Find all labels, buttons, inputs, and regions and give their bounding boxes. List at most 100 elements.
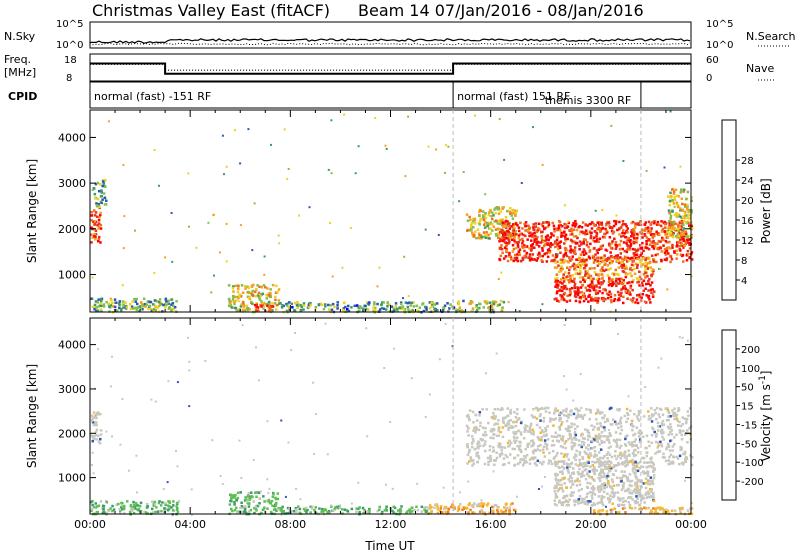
heatmap-cell: [635, 476, 638, 479]
heatmap-cell: [471, 301, 474, 304]
heatmap-cell: [123, 512, 126, 515]
heatmap-cell: [91, 499, 94, 503]
heatmap-cell: [90, 434, 93, 437]
heatmap-cell: [584, 272, 587, 276]
heatmap-cell: [620, 454, 624, 458]
heatmap-cell: [636, 257, 639, 261]
heatmap-cell: [533, 258, 536, 261]
heatmap-cell: [495, 219, 498, 222]
heatmap-cell: [589, 274, 593, 278]
heatmap-cell: [598, 458, 601, 462]
heatmap-cell: [227, 297, 231, 301]
heatmap-cell: [573, 427, 577, 431]
heatmap-cell: [273, 505, 276, 508]
heatmap-cell: [566, 414, 569, 417]
heatmap-cell: [649, 511, 652, 515]
heatmap-cell: [606, 263, 610, 267]
heatmap-cell: [591, 239, 595, 242]
heatmap-cell: [676, 424, 680, 427]
heatmap-cell: [91, 189, 94, 191]
heatmap-cell: [523, 408, 526, 411]
heatmap-cell: [423, 508, 426, 512]
heatmap-cell: [578, 479, 581, 483]
heatmap-cell: [471, 511, 474, 515]
heatmap-cell: [611, 465, 615, 469]
heatmap-cell: [468, 460, 471, 463]
heatmap-cell: [617, 293, 621, 297]
heatmap-cell: [593, 224, 596, 228]
heatmap-cell: [569, 474, 572, 477]
heatmap-cell: [500, 244, 503, 247]
heatmap-cell: [376, 302, 379, 306]
heatmap-cell: [438, 358, 441, 361]
heatmap-cell: [564, 410, 568, 413]
heatmap-cell: [679, 165, 682, 168]
heatmap-cell: [642, 496, 646, 500]
heatmap-cell: [676, 233, 680, 236]
heatmap-cell: [640, 252, 643, 255]
heatmap-cell: [615, 511, 619, 515]
heatmap-cell: [679, 244, 682, 247]
heatmap-cell: [608, 434, 611, 437]
heatmap-cell: [466, 462, 469, 465]
heatmap-cell: [560, 411, 564, 414]
heatmap-cell: [584, 297, 588, 301]
heatmap-cell: [410, 310, 413, 313]
heatmap-cell: [669, 462, 673, 465]
heatmap-cell: [553, 503, 557, 506]
heatmap-cell: [573, 295, 577, 298]
heatmap-cell: [571, 274, 574, 277]
heatmap-cell: [168, 505, 171, 508]
heatmap-cell: [285, 302, 288, 306]
heatmap-cell: [645, 169, 648, 172]
heatmap-cell: [563, 226, 567, 230]
heatmap-cell: [656, 242, 659, 245]
heatmap-cell: [541, 249, 544, 252]
heatmap-cell: [239, 295, 243, 298]
heatmap-cell: [507, 428, 510, 431]
heatmap-cell: [622, 474, 625, 478]
heatmap-cell: [478, 414, 481, 417]
heatmap-cell: [587, 284, 590, 287]
heatmap-cell: [618, 503, 621, 506]
heatmap-cell: [260, 305, 263, 308]
heatmap-cell: [248, 497, 252, 500]
heatmap-cell: [587, 245, 590, 249]
heatmap-cell: [679, 249, 682, 252]
heatmap-cell: [496, 511, 500, 514]
heatmap-cell: [143, 510, 146, 513]
colorbar-tick-label: 28: [741, 156, 754, 167]
heatmap-cell: [624, 275, 628, 279]
heatmap-cell: [690, 463, 694, 467]
heatmap-cell: [660, 424, 664, 427]
heatmap-cell: [650, 227, 653, 230]
heatmap-cell: [568, 293, 572, 297]
heatmap-cell: [647, 229, 650, 232]
heatmap-cell: [544, 476, 546, 478]
heatmap-cell: [597, 485, 600, 488]
heatmap-cell: [629, 460, 632, 464]
heatmap-cell: [581, 276, 585, 279]
heatmap-cell: [505, 506, 509, 510]
heatmap-cell: [607, 284, 611, 287]
heatmap-cell: [474, 230, 477, 233]
heatmap-cell: [475, 427, 478, 430]
heatmap-cell: [190, 513, 193, 516]
heatmap-cell: [555, 291, 559, 295]
heatmap-cell: [678, 431, 682, 434]
heatmap-cell: [555, 472, 558, 476]
heatmap-cell: [511, 426, 514, 429]
heatmap-cell: [517, 226, 521, 229]
heatmap-cell: [503, 246, 507, 249]
heatmap-cell: [588, 288, 591, 292]
heatmap-cell: [555, 283, 558, 286]
xtick-label: 16:00: [475, 518, 507, 531]
heatmap-cell: [664, 222, 667, 226]
heatmap-cell: [555, 277, 559, 280]
heatmap-cell: [513, 436, 516, 439]
heatmap-cell: [581, 457, 585, 461]
heatmap-cell: [668, 222, 671, 225]
heatmap-cell: [481, 408, 484, 411]
heatmap-cell: [561, 282, 564, 285]
heatmap-cell: [576, 477, 579, 480]
